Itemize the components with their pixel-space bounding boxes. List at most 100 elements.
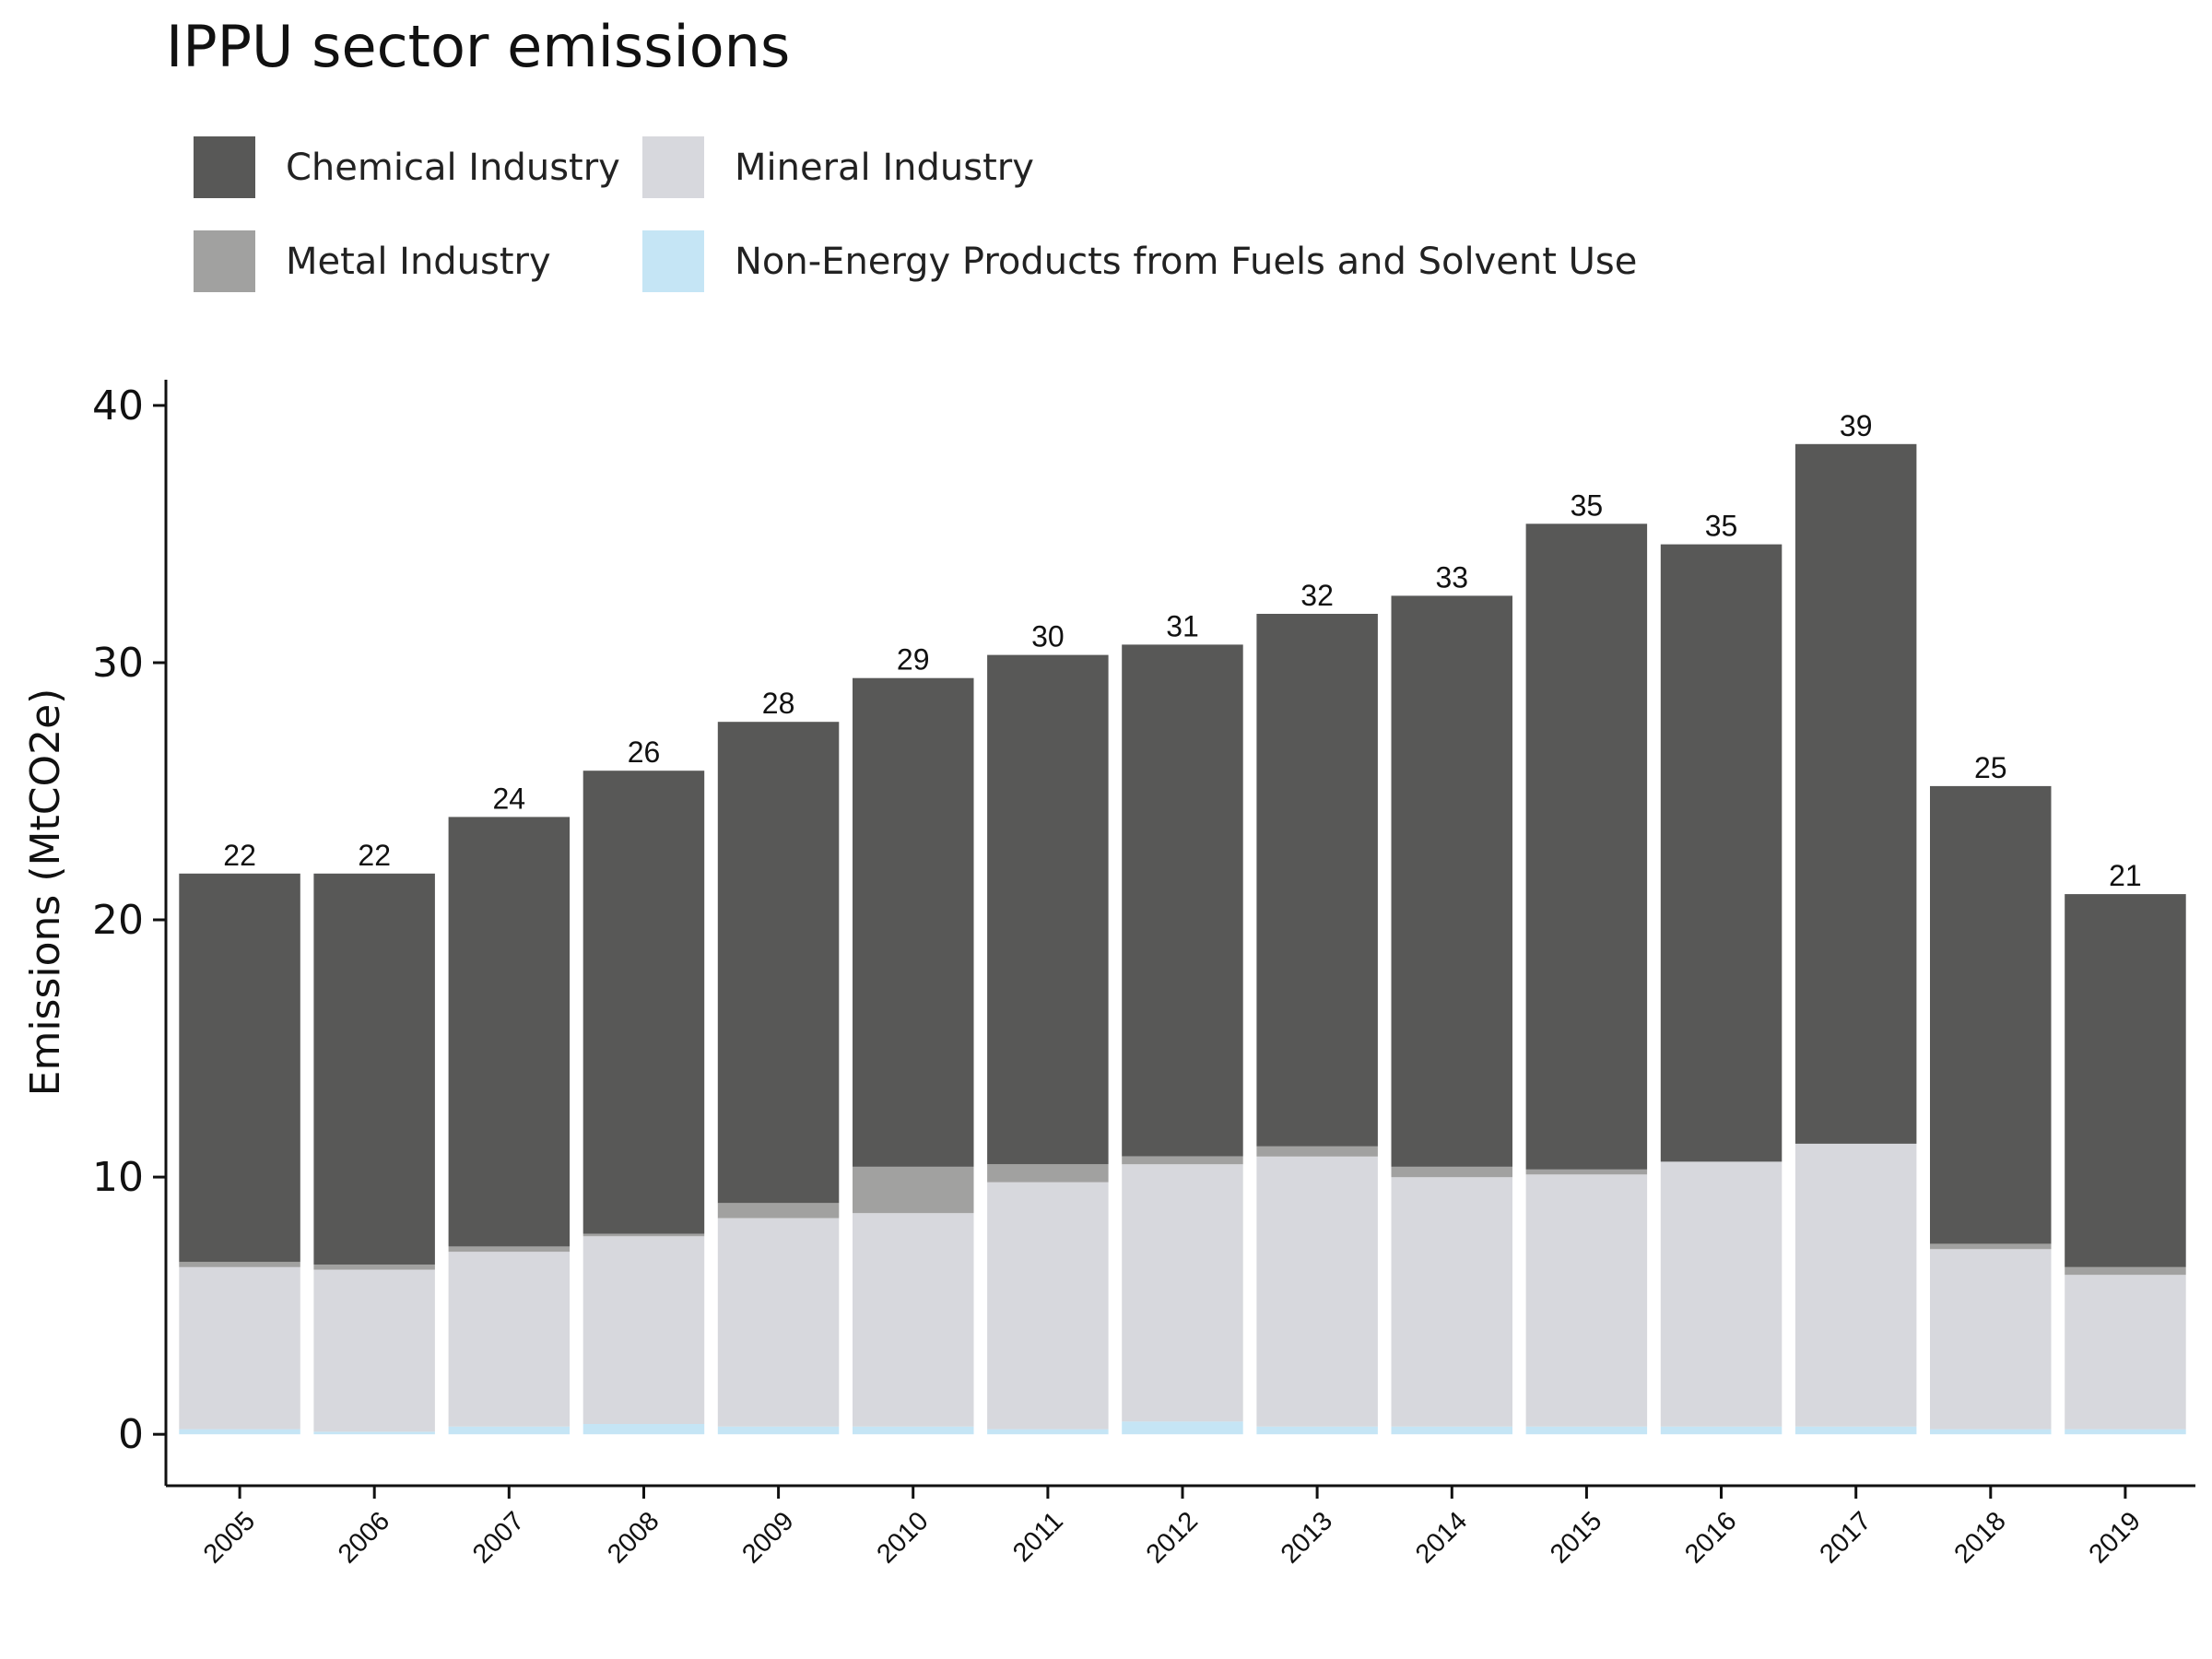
bar-metal-industry-2012 [1122,1156,1243,1165]
bar-mineral-industry-2006 [313,1269,435,1432]
bar-chemical-industry-2010 [853,677,974,1167]
bar-chemical-industry-2017 [1794,443,1917,1144]
bar-mineral-industry-2017 [1794,1143,1917,1427]
bar-chemical-industry-2018 [1930,785,2052,1244]
bar-mineral-industry-2013 [1256,1156,1378,1427]
x-tick-label-2019: 2019 [2084,1506,2147,1569]
x-tick-label-2009: 2009 [736,1506,799,1569]
legend-item-mineral-industry: Mineral Industry [642,136,1034,198]
bar-chemical-industry-2012 [1122,644,1243,1157]
total-label-2013: 32 [1300,579,1334,612]
bar-metal-industry-2011 [987,1164,1109,1182]
bar-mineral-industry-2012 [1122,1164,1243,1422]
bar-mineral-industry-2007 [448,1252,571,1427]
total-label-2014: 33 [1436,560,1469,594]
legend-label-chemical-industry: Chemical Industry [286,146,620,189]
bar-non-energy-products-from-fuels-and-solvent-use-2005 [179,1429,300,1435]
legend-label-non-energy-products: Non-Energy Products from Fuels and Solve… [735,240,1638,283]
legend-label-mineral-industry: Mineral Industry [735,146,1034,189]
bar-chemical-industry-2008 [582,771,705,1234]
total-label-2018: 25 [1974,751,2007,784]
legend-label-metal-industry: Metal Industry [286,240,551,283]
bar-metal-industry-2007 [448,1246,571,1253]
y-tick-label-40: 40 [92,382,144,429]
bar-non-energy-products-from-fuels-and-solvent-use-2008 [582,1424,705,1435]
x-tick-label-2014: 2014 [1410,1506,1473,1569]
bar-non-energy-products-from-fuels-and-solvent-use-2012 [1122,1421,1243,1435]
bar-mineral-industry-2011 [987,1182,1109,1430]
total-label-2006: 22 [358,839,391,872]
bar-non-energy-products-from-fuels-and-solvent-use-2017 [1794,1426,1917,1435]
bar-metal-industry-2006 [313,1265,435,1270]
bar-chemical-industry-2016 [1660,544,1783,1162]
bar-non-energy-products-from-fuels-and-solvent-use-2007 [448,1426,571,1435]
bar-chemical-industry-2007 [448,817,571,1247]
bars-layer [179,443,2186,1435]
bar-non-energy-products-from-fuels-and-solvent-use-2018 [1930,1429,2052,1435]
y-tick-label-0: 0 [118,1411,144,1458]
legend: Chemical Industry Mineral Industry Metal… [194,136,1760,302]
total-label-2010: 29 [897,643,930,677]
bar-metal-industry-2013 [1256,1146,1378,1157]
total-label-2008: 26 [628,735,661,769]
legend-swatch-mineral-industry [642,136,704,198]
bar-non-energy-products-from-fuels-and-solvent-use-2014 [1391,1426,1512,1435]
bar-non-energy-products-from-fuels-and-solvent-use-2006 [313,1431,435,1435]
bar-metal-industry-2010 [853,1167,974,1214]
bar-mineral-industry-2014 [1391,1177,1512,1427]
bar-chemical-industry-2009 [717,722,840,1204]
bar-mineral-industry-2009 [717,1218,840,1427]
bar-non-energy-products-from-fuels-and-solvent-use-2016 [1660,1426,1783,1435]
total-label-2016: 35 [1705,510,1738,543]
x-tick-label-2018: 2018 [1949,1506,2012,1569]
bar-non-energy-products-from-fuels-and-solvent-use-2019 [2065,1429,2186,1435]
bar-chemical-industry-2005 [179,873,300,1263]
bar-non-energy-products-from-fuels-and-solvent-use-2013 [1256,1426,1378,1435]
total-label-2012: 31 [1166,609,1199,642]
total-labels-layer: 22 22 24 26 28 29 30 31 32 33 35 35 39 25 21 [223,409,2141,892]
x-tick-label-2012: 2012 [1141,1506,1204,1569]
bar-mineral-industry-2015 [1525,1174,1648,1427]
bar-mineral-industry-2016 [1660,1161,1783,1427]
bar-mineral-industry-2008 [582,1236,705,1424]
total-label-2005: 22 [223,839,256,872]
legend-swatch-metal-industry [194,230,255,292]
bar-chemical-industry-2013 [1256,614,1378,1147]
y-tick-label-10: 10 [92,1154,144,1201]
bar-metal-industry-2015 [1525,1169,1648,1175]
total-label-2011: 30 [1031,620,1065,653]
bar-mineral-industry-2018 [1930,1249,2052,1430]
x-tick-label-2008: 2008 [602,1506,665,1569]
x-tick-label-2010: 2010 [871,1506,934,1569]
total-label-2017: 39 [1840,409,1873,442]
x-tick-label-2011: 2011 [1007,1506,1069,1568]
y-ticks-layer: 0 10 20 30 40 [92,382,166,1458]
bar-mineral-industry-2005 [179,1266,300,1430]
bar-metal-industry-2009 [717,1203,840,1218]
bar-chemical-industry-2019 [2065,894,2186,1267]
x-tick-label-2006: 2006 [333,1506,395,1569]
bar-metal-industry-2014 [1391,1167,1512,1178]
bar-mineral-industry-2019 [2065,1275,2186,1430]
total-label-2015: 35 [1571,488,1604,522]
x-tick-label-2015: 2015 [1545,1506,1607,1569]
bar-chemical-industry-2014 [1391,595,1512,1167]
bar-non-energy-products-from-fuels-and-solvent-use-2015 [1525,1426,1648,1435]
chart-title: IPPU sector emissions [166,13,791,80]
bar-chemical-industry-2011 [987,654,1109,1165]
x-tick-label-2013: 2013 [1276,1506,1338,1569]
legend-item-metal-industry: Metal Industry [194,230,551,292]
total-label-2019: 21 [2109,859,2142,892]
legend-item-non-energy-products: Non-Energy Products from Fuels and Solve… [642,230,1637,292]
bar-metal-industry-2019 [2065,1266,2186,1276]
legend-swatch-chemical-industry [194,136,255,198]
x-tick-label-2017: 2017 [1814,1506,1877,1569]
y-tick-label-20: 20 [92,897,144,944]
bar-metal-industry-2018 [1930,1243,2052,1250]
legend-swatch-non-energy-products [642,230,704,292]
bar-metal-industry-2008 [582,1233,705,1237]
bar-non-energy-products-from-fuels-and-solvent-use-2010 [853,1426,974,1435]
bar-non-energy-products-from-fuels-and-solvent-use-2011 [987,1429,1109,1435]
bar-chemical-industry-2015 [1525,524,1648,1170]
